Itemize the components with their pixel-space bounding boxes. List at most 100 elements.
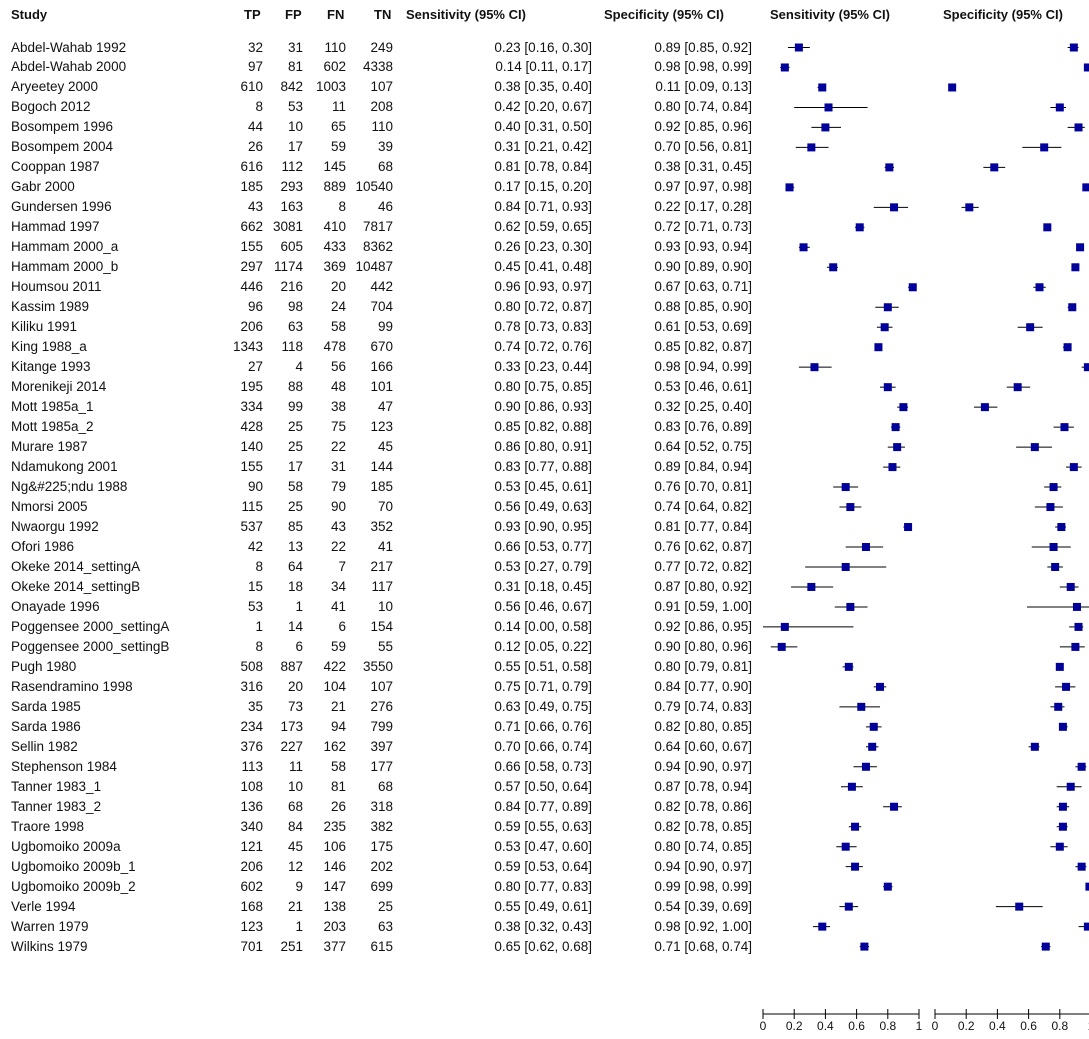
sens-point <box>861 543 870 551</box>
cell-sens: 0.66 [0.58, 0.73] <box>494 758 592 774</box>
spec-point <box>1058 722 1067 731</box>
cell-tp: 701 <box>240 938 263 954</box>
cell-fn: 48 <box>330 379 346 395</box>
cell-study: Onayade 1996 <box>11 598 100 614</box>
cell-tn: 208 <box>370 99 393 115</box>
cell-tn: 101 <box>370 379 393 395</box>
cell-fp: 17 <box>287 139 303 155</box>
cell-fp: 227 <box>280 738 303 754</box>
cell-spec: 0.92 [0.86, 0.95] <box>654 618 752 634</box>
cell-tn: 442 <box>370 279 393 295</box>
cell-sens: 0.53 [0.27, 0.79] <box>494 558 592 574</box>
cell-sens: 0.56 [0.49, 0.63] <box>494 499 592 515</box>
sens-point <box>883 383 892 392</box>
cell-tn: 39 <box>377 139 393 155</box>
cell-tp: 96 <box>247 299 263 315</box>
cell-fn: 145 <box>323 159 346 175</box>
sens-point <box>861 762 870 771</box>
table-row: Okeke 2014_settingB 15 18 34 117 0.31 [0.18, … <box>0 577 760 597</box>
cell-spec: 0.98 [0.94, 0.99] <box>654 359 752 375</box>
cell-sens: 0.42 [0.20, 0.67] <box>494 99 592 115</box>
cell-fn: 203 <box>323 918 346 934</box>
cell-spec: 0.87 [0.80, 0.92] <box>654 578 752 594</box>
spec-point <box>1083 922 1089 931</box>
cell-fp: 10 <box>287 778 303 794</box>
cell-fp: 1 <box>295 918 303 934</box>
sens-point <box>794 43 803 52</box>
cell-sens: 0.14 [0.00, 0.58] <box>494 618 592 634</box>
x-tick-label: 0.8 <box>1051 1019 1068 1033</box>
cell-fp: 25 <box>287 439 303 455</box>
cell-sens: 0.74 [0.72, 0.76] <box>494 339 592 355</box>
cell-tp: 185 <box>240 179 263 195</box>
cell-fp: 17 <box>287 459 303 475</box>
cell-sens: 0.38 [0.35, 0.40] <box>494 79 592 95</box>
spec-point <box>1043 223 1052 232</box>
cell-fn: 410 <box>323 219 346 235</box>
cell-tn: 318 <box>370 798 393 814</box>
sens-point <box>899 403 908 412</box>
cell-tp: 121 <box>240 838 263 854</box>
cell-study: Poggensee 2000_settingA <box>11 618 170 634</box>
cell-tn: 397 <box>370 738 393 754</box>
cell-fp: 887 <box>280 658 303 674</box>
header-sensitivity: Sensitivity (95% CI) <box>406 7 526 22</box>
cell-spec: 0.53 [0.46, 0.61] <box>654 379 752 395</box>
cell-spec: 0.64 [0.52, 0.75] <box>654 439 752 455</box>
cell-study: Sellin 1982 <box>11 738 78 754</box>
spec-point <box>1013 383 1022 392</box>
spec-point <box>1069 463 1078 472</box>
cell-fn: 58 <box>330 319 346 335</box>
cell-spec: 0.80 [0.79, 0.81] <box>654 658 752 674</box>
table-row: Bogoch 2012 8 53 11 208 0.42 [0.20, 0.67] 0.80… <box>0 97 760 117</box>
cell-study: King 1988_a <box>11 339 87 355</box>
cell-study: Sarda 1986 <box>11 718 81 734</box>
table-row: Gabr 2000 185 293 889 10540 0.17 [0.15, 0.20]… <box>0 177 760 197</box>
cell-tn: 670 <box>370 339 393 355</box>
cell-fp: 68 <box>287 798 303 814</box>
cell-tp: 53 <box>247 598 263 614</box>
sens-point <box>799 243 808 252</box>
cell-sens: 0.55 [0.49, 0.61] <box>494 898 592 914</box>
sens-point <box>891 423 900 432</box>
cell-tp: 44 <box>247 119 263 135</box>
cell-tn: 55 <box>377 638 393 654</box>
table-row: Tanner 1983_2 136 68 26 318 0.84 [0.77, 0.89]… <box>0 797 760 817</box>
cell-tp: 340 <box>240 818 263 834</box>
cell-sens: 0.71 [0.66, 0.76] <box>494 718 592 734</box>
sens-point <box>846 602 855 611</box>
sens-point <box>869 722 878 731</box>
table-row: Warren 1979 123 1 203 63 0.38 [0.32, 0.43] 0.9… <box>0 917 760 937</box>
sens-point <box>851 862 860 871</box>
table-row: Poggensee 2000_settingA 1 14 6 154 0.14 [0.00… <box>0 617 760 637</box>
x-tick-label: 0.8 <box>879 1019 896 1033</box>
cell-study: Hammam 2000_b <box>11 259 119 275</box>
cell-fn: 110 <box>324 39 346 55</box>
cell-spec: 0.84 [0.77, 0.90] <box>654 678 752 694</box>
cell-fn: 58 <box>330 758 346 774</box>
cell-fp: 20 <box>287 678 303 694</box>
spec-point <box>1030 742 1039 751</box>
cell-fp: 1174 <box>273 259 303 275</box>
cell-study: Wilkins 1979 <box>11 938 88 954</box>
header-fp: FP <box>285 7 302 22</box>
cell-tn: 704 <box>370 299 393 315</box>
table-row: Kitange 1993 27 4 56 166 0.33 [0.23, 0.44] 0.9… <box>0 357 760 377</box>
cell-tp: 32 <box>247 39 263 55</box>
sens-point <box>818 83 827 92</box>
cell-sens: 0.57 [0.50, 0.64] <box>494 778 592 794</box>
cell-spec: 0.89 [0.85, 0.92] <box>654 39 752 55</box>
sens-point <box>777 642 786 651</box>
cell-study: Ugbomoiko 2009a <box>11 838 121 854</box>
cell-sens: 0.62 [0.59, 0.65] <box>494 219 592 235</box>
cell-tn: 154 <box>370 618 393 634</box>
cell-fn: 602 <box>323 59 346 75</box>
cell-study: Murare 1987 <box>11 439 88 455</box>
cell-fn: 56 <box>330 359 346 375</box>
cell-sens: 0.40 [0.31, 0.50] <box>494 119 592 135</box>
table-row: Pugh 1980 508 887 422 3550 0.55 [0.51, 0.58] 0… <box>0 657 760 677</box>
cell-sens: 0.26 [0.23, 0.30] <box>494 239 592 255</box>
cell-sens: 0.31 [0.21, 0.42] <box>494 139 592 155</box>
spec-point <box>948 83 957 92</box>
